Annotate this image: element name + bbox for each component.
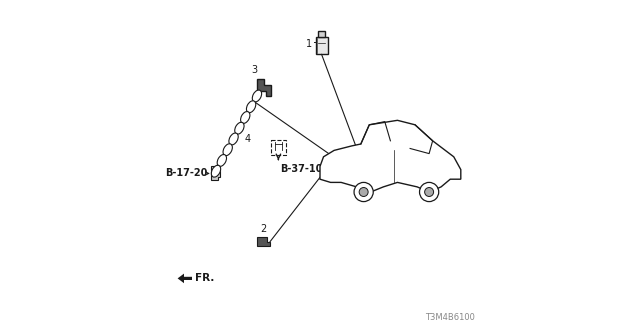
Ellipse shape xyxy=(241,112,250,124)
Circle shape xyxy=(354,182,373,202)
Polygon shape xyxy=(257,79,271,96)
Ellipse shape xyxy=(246,101,256,113)
Ellipse shape xyxy=(223,144,232,156)
Polygon shape xyxy=(257,237,270,246)
Ellipse shape xyxy=(229,133,238,145)
Text: T3M4B6100: T3M4B6100 xyxy=(426,313,475,320)
Text: B-37-10: B-37-10 xyxy=(280,164,323,174)
Ellipse shape xyxy=(235,122,244,134)
Text: B-17-20: B-17-20 xyxy=(166,168,208,179)
Text: 1: 1 xyxy=(305,39,312,49)
Bar xyxy=(319,31,324,37)
Circle shape xyxy=(425,188,434,196)
Bar xyxy=(271,140,285,155)
FancyBboxPatch shape xyxy=(316,37,328,54)
Polygon shape xyxy=(320,120,461,192)
Text: FR.: FR. xyxy=(195,273,214,284)
Text: 4: 4 xyxy=(245,134,251,144)
Ellipse shape xyxy=(217,155,227,166)
Polygon shape xyxy=(211,166,220,180)
Circle shape xyxy=(420,182,439,202)
Circle shape xyxy=(359,188,368,196)
Text: 2: 2 xyxy=(260,224,266,234)
Ellipse shape xyxy=(211,165,221,177)
Text: 3: 3 xyxy=(252,65,257,75)
Ellipse shape xyxy=(252,90,262,102)
Polygon shape xyxy=(178,274,192,283)
